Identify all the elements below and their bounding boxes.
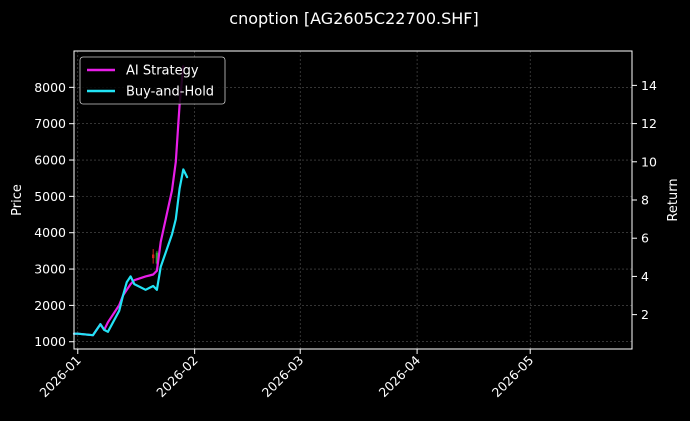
legend: AI Strategy Buy-and-Hold xyxy=(79,56,226,105)
y-tick-label-right: 4 xyxy=(641,269,649,284)
legend-box xyxy=(79,56,226,105)
y-axis-label-left: Price xyxy=(10,184,25,216)
legend-label: AI Strategy xyxy=(126,64,199,79)
candle-body xyxy=(155,252,159,264)
y-tick-label-left: 8000 xyxy=(34,80,66,95)
y-tick-label-left: 2000 xyxy=(34,298,66,313)
y-tick-label-right: 2 xyxy=(641,307,649,322)
y-axis-label-right: Return xyxy=(666,178,681,221)
y-tick-label-left: 7000 xyxy=(34,116,66,131)
series-line-buy-and-hold xyxy=(72,168,189,337)
y-tick-label-left: 5000 xyxy=(34,189,66,204)
y-tick-label-left: 1000 xyxy=(34,334,66,349)
candle-body xyxy=(151,254,155,259)
y-tick-label-right: 8 xyxy=(641,193,649,208)
y-tick-label-right: 6 xyxy=(641,231,649,246)
y-tick-label-right: 14 xyxy=(641,78,657,93)
y-tick-label-right: 10 xyxy=(641,154,657,169)
chart-title: cnoption [AG2605C22700.SHF] xyxy=(229,9,478,28)
y-tick-label-left: 3000 xyxy=(34,262,66,277)
y-tick-label-left: 4000 xyxy=(34,225,66,240)
legend-label: Buy-and-Hold xyxy=(126,85,214,100)
y-tick-label-left: 6000 xyxy=(34,153,66,168)
y-tick-label-right: 12 xyxy=(641,116,657,131)
